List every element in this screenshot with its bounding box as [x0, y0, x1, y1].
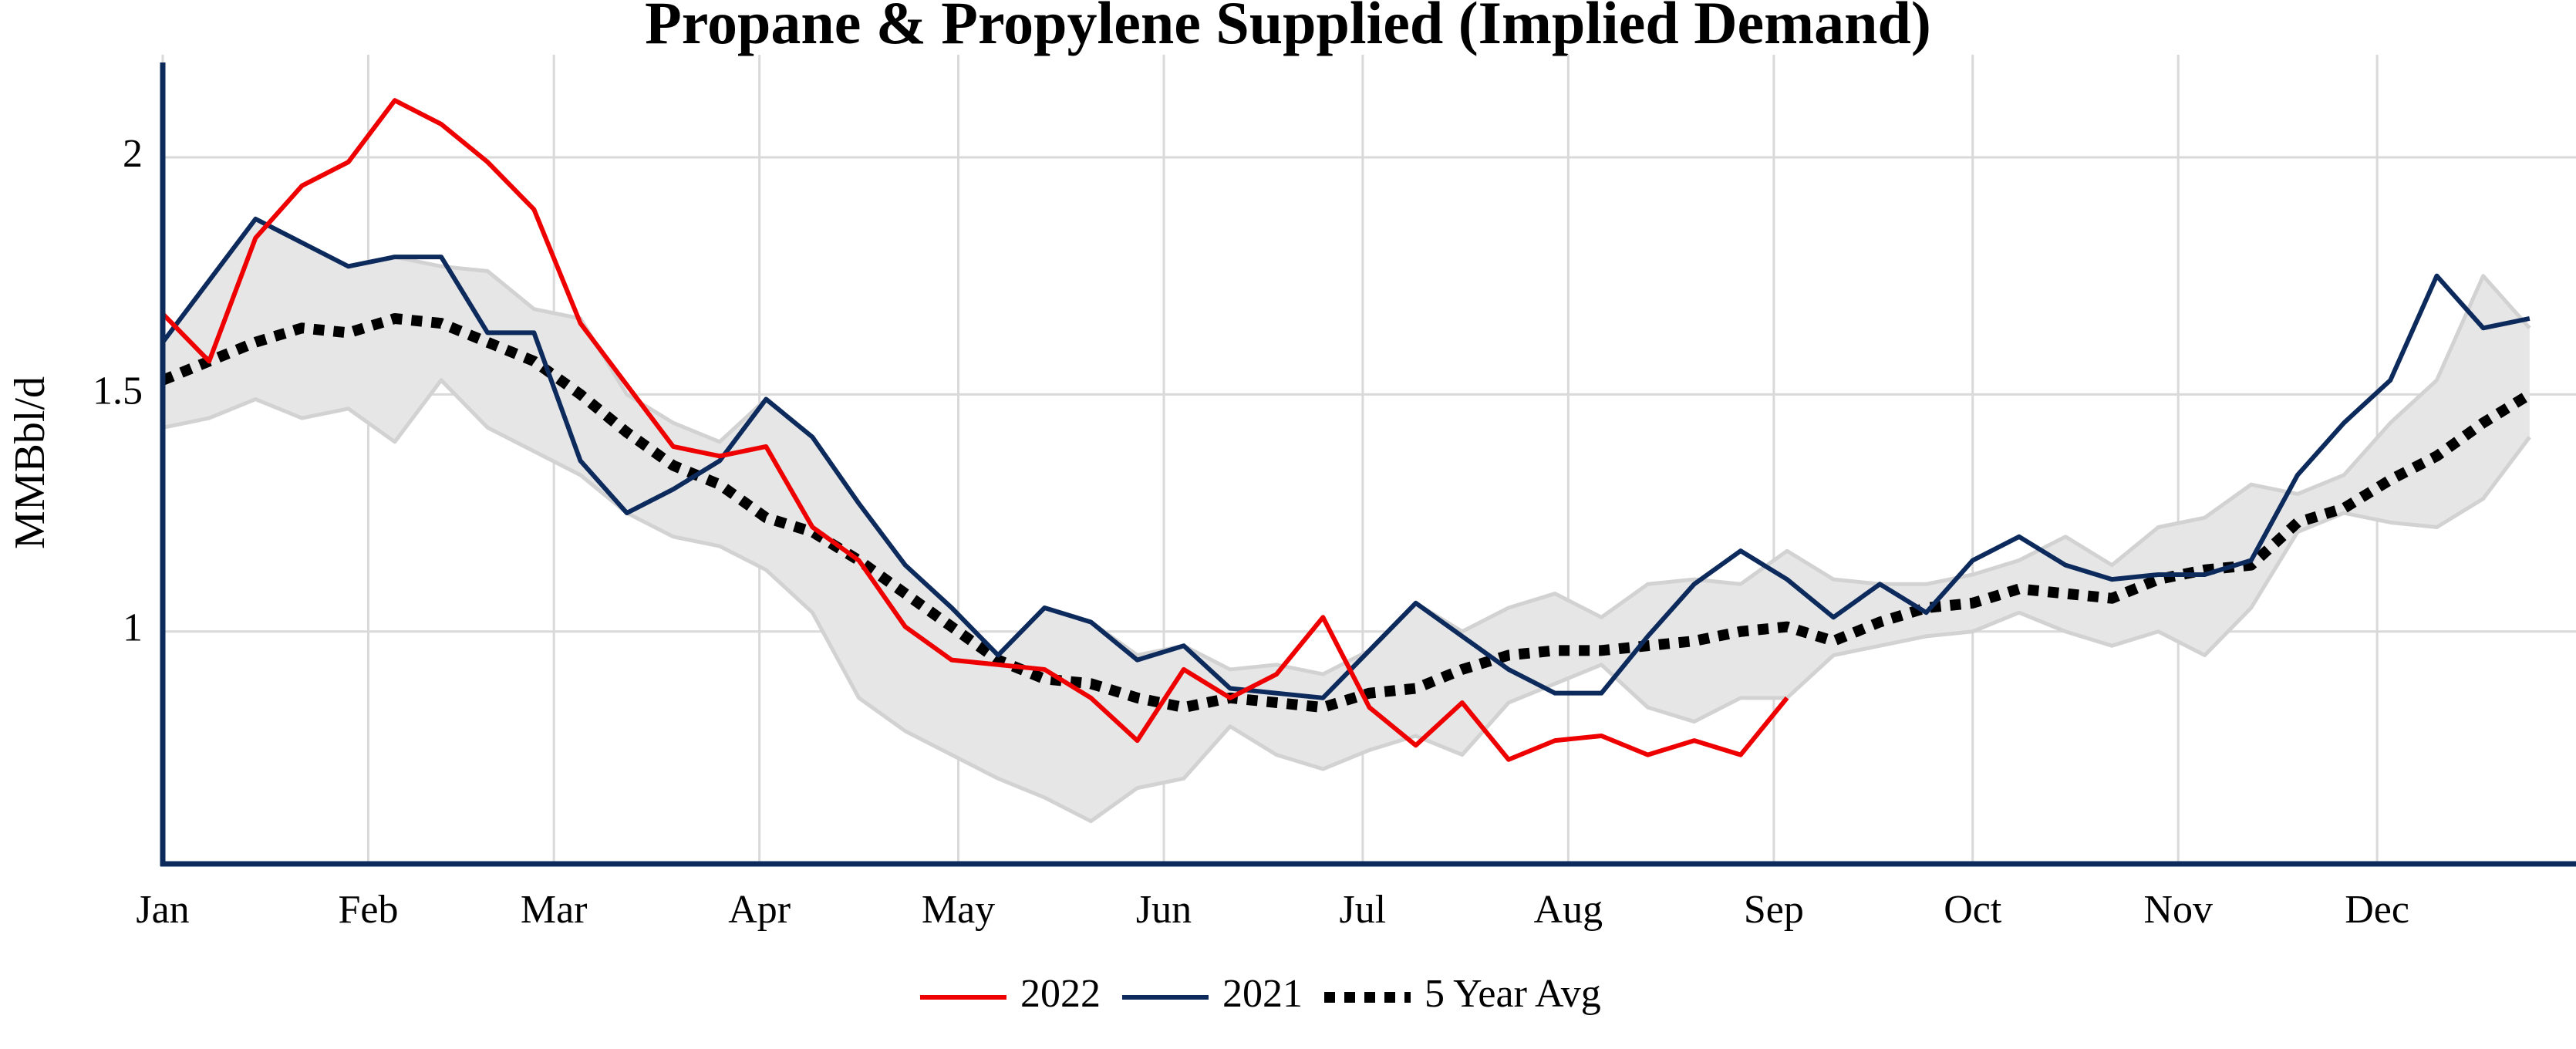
y-tick-label: 2	[123, 132, 143, 176]
legend: 2022 2021 5 Year Avg	[920, 972, 1601, 1016]
x-tick-label: Aug	[1534, 888, 1603, 932]
range-band-edge	[163, 378, 2531, 824]
x-tick-label: May	[922, 888, 995, 932]
x-tick-label: Oct	[1944, 888, 2002, 932]
y-tick-label: 1	[123, 606, 143, 650]
x-tick-label: Nov	[2143, 888, 2213, 932]
y-tick-label: 1.5	[93, 369, 143, 413]
x-tick-label: Apr	[728, 888, 791, 932]
x-tick-label: Jan	[136, 888, 189, 932]
series-line	[163, 312, 2533, 713]
plot-area	[163, 98, 2533, 824]
legend-label: 2021	[1222, 972, 1303, 1016]
axes: 1 1.5 2 Jan Feb Mar Apr May Jun Jul Aug Sep Oct Nov De…	[93, 62, 2576, 932]
series-line	[163, 216, 2530, 700]
series-line	[163, 98, 1789, 762]
x-tick-label: Sep	[1744, 888, 1804, 932]
y-axis-label: MMBbl/d	[6, 376, 54, 549]
legend-label: 5 Year Avg	[1425, 972, 1601, 1016]
x-tick-label: Feb	[338, 888, 398, 932]
legend-label: 2022	[1020, 972, 1101, 1016]
range-band	[163, 218, 2530, 821]
x-tick-label: Dec	[2345, 888, 2409, 932]
x-tick-label: Jul	[1340, 888, 1387, 932]
x-tick-label: Jun	[1136, 888, 1192, 932]
x-tick-label: Mar	[521, 888, 588, 932]
chart-title: Propane & Propylene Supplied (Implied De…	[645, 0, 1931, 56]
